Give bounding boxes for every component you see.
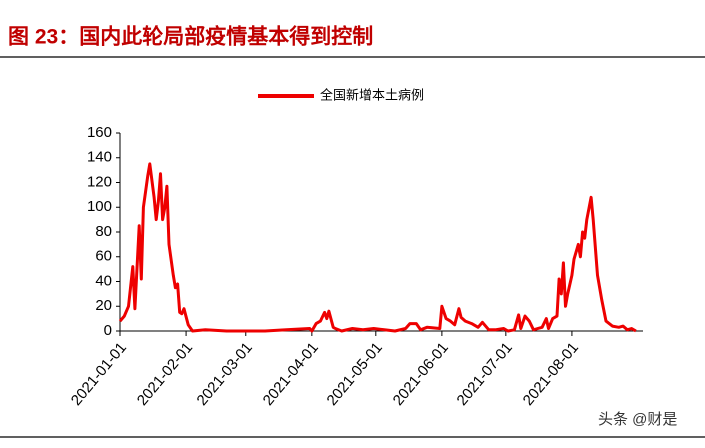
y-tick-label: 80: [95, 223, 112, 240]
series-line: [118, 162, 637, 333]
x-tick-label: 2021-01-01: [68, 339, 130, 409]
y-tick-label: 120: [87, 173, 112, 190]
y-tick-label: 100: [87, 198, 112, 215]
chart-title: 图 23：国内此轮局部疫情基本得到控制: [8, 25, 373, 49]
y-tick-label: 160: [87, 124, 112, 141]
x-tick-label: 2021-05-01: [324, 339, 386, 409]
legend-label: 全国新增本土病例: [320, 87, 424, 102]
x-tick-label: 2021-03-01: [194, 339, 256, 409]
y-tick-label: 60: [95, 248, 112, 265]
x-tick-label: 2021-06-01: [390, 339, 452, 409]
x-tick-label: 2021-04-01: [260, 339, 322, 409]
watermark: 头条 @财是: [598, 411, 677, 428]
y-tick-label: 20: [95, 297, 112, 314]
x-tick-label: 2021-07-01: [454, 339, 516, 409]
x-tick-label: 2021-02-01: [134, 339, 196, 409]
x-tick-label: 2021-08-01: [520, 339, 582, 409]
y-tick-label: 0: [104, 322, 112, 339]
y-tick-label: 140: [87, 149, 112, 166]
y-tick-label: 40: [95, 272, 112, 289]
